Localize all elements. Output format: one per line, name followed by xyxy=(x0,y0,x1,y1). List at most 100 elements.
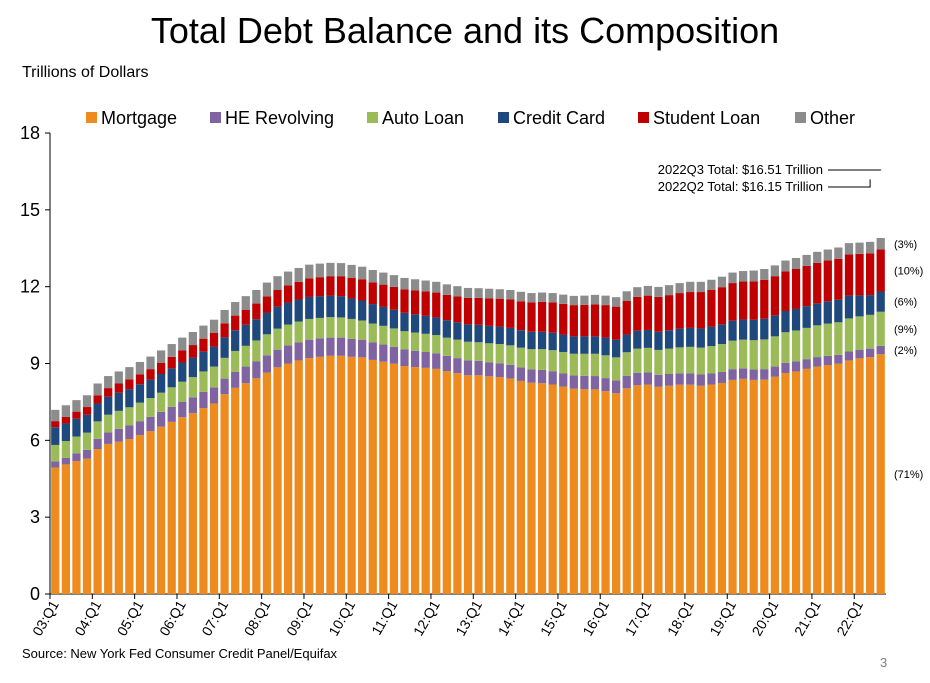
bar-segment xyxy=(262,355,272,373)
bar-segment xyxy=(241,296,250,310)
bar-segment xyxy=(834,322,843,355)
bar-segment xyxy=(590,353,600,377)
bar-segment xyxy=(548,350,557,372)
bar-segment xyxy=(739,368,748,379)
bar-segment xyxy=(252,378,261,594)
bar-segment xyxy=(241,345,250,367)
bar-segment xyxy=(686,327,695,347)
bar-segment xyxy=(633,287,642,297)
x-tick-label: 05:Q1 xyxy=(114,597,147,638)
page-title: Total Debt Balance and its Composition xyxy=(150,10,780,51)
bar-segment xyxy=(876,354,885,594)
bar-segment xyxy=(358,357,367,594)
bar-segment xyxy=(474,324,483,343)
bar-segment xyxy=(686,346,695,374)
bar-segment xyxy=(326,262,335,277)
bar-segment xyxy=(305,339,314,359)
bar-segment xyxy=(696,292,705,329)
bar-segment xyxy=(664,385,674,594)
bar-segment xyxy=(601,295,610,306)
bar-segment xyxy=(675,328,684,348)
y-tick-label: 9 xyxy=(30,354,40,374)
bar-segment xyxy=(358,320,367,340)
bar-segment xyxy=(739,339,748,369)
bar-segment xyxy=(696,347,705,375)
x-tick-label: 15:Q1 xyxy=(537,597,570,638)
bar-segment xyxy=(252,361,261,379)
bar-segment xyxy=(495,377,504,594)
bar-segment xyxy=(802,254,811,266)
bar-segment xyxy=(379,344,388,362)
bar-segment xyxy=(664,348,674,375)
bar-segment xyxy=(728,272,737,284)
bar-segment xyxy=(379,306,388,326)
bar-segment xyxy=(453,373,462,594)
bar-segment xyxy=(125,379,134,390)
bar-segment xyxy=(104,432,113,444)
bar-segment xyxy=(432,317,441,336)
bar-segment xyxy=(770,336,780,367)
bar-segment xyxy=(389,275,399,287)
x-tick-label: 14:Q1 xyxy=(495,597,528,638)
bar-segment xyxy=(844,295,854,319)
bar-segment xyxy=(813,357,822,367)
bar-segment xyxy=(527,349,536,370)
bar-segment xyxy=(506,299,515,328)
bar-segment xyxy=(61,423,70,442)
bar-segment xyxy=(612,297,621,307)
bar-segment xyxy=(527,382,536,594)
bar-segment xyxy=(146,379,155,399)
bar-segment xyxy=(432,353,441,369)
bar-segment xyxy=(135,435,145,594)
bar-segment xyxy=(315,356,324,594)
bar-segment xyxy=(474,375,483,594)
bar-segment xyxy=(580,304,589,337)
bar-segment xyxy=(72,411,81,419)
bar-segment xyxy=(612,306,621,340)
bar-segment xyxy=(262,312,272,335)
bar-segment xyxy=(781,362,790,373)
bar-segment xyxy=(495,363,504,378)
bar-segment xyxy=(104,443,113,594)
bar-segment xyxy=(178,401,187,418)
bar-segment xyxy=(252,290,261,304)
bar-segment xyxy=(167,368,176,388)
bar-segment xyxy=(82,407,92,415)
y-tick-label: 0 xyxy=(30,584,40,604)
bar-segment xyxy=(717,382,727,594)
bar-segment xyxy=(569,375,578,389)
bar-segment xyxy=(516,367,526,381)
bar-segment xyxy=(156,350,166,363)
bar-segment xyxy=(654,296,663,332)
bar-segment xyxy=(876,238,885,250)
x-tick-label: 08:Q1 xyxy=(241,597,274,638)
bar-segment xyxy=(506,327,515,346)
bar-segment xyxy=(220,357,229,379)
bar-segment xyxy=(802,327,811,360)
bar-segment xyxy=(728,320,737,341)
bar-segment xyxy=(485,288,494,299)
bar-segment xyxy=(749,319,758,341)
bar-segment xyxy=(156,426,166,594)
bar-segment xyxy=(866,314,875,349)
bar-segment xyxy=(506,378,515,594)
bar-segment xyxy=(813,325,822,358)
bar-segment xyxy=(643,295,653,330)
bar-segment xyxy=(559,386,568,594)
bar-segment xyxy=(527,331,536,350)
bar-segment xyxy=(283,302,293,325)
bar-segment xyxy=(823,301,832,324)
bar-segment xyxy=(199,391,208,409)
bar-segment xyxy=(463,297,473,325)
bar-segment xyxy=(601,305,610,338)
bar-segment xyxy=(548,371,557,385)
bar-segment xyxy=(739,271,748,282)
bar-segment xyxy=(104,396,113,415)
bar-segment xyxy=(527,302,536,332)
source-note: Source: New York Fed Consumer Credit Pan… xyxy=(22,646,338,661)
bar-segment xyxy=(633,330,642,349)
bar-segment xyxy=(463,341,473,361)
bar-segment xyxy=(188,345,197,358)
bar-segment xyxy=(664,330,674,349)
bar-segment xyxy=(167,387,176,407)
